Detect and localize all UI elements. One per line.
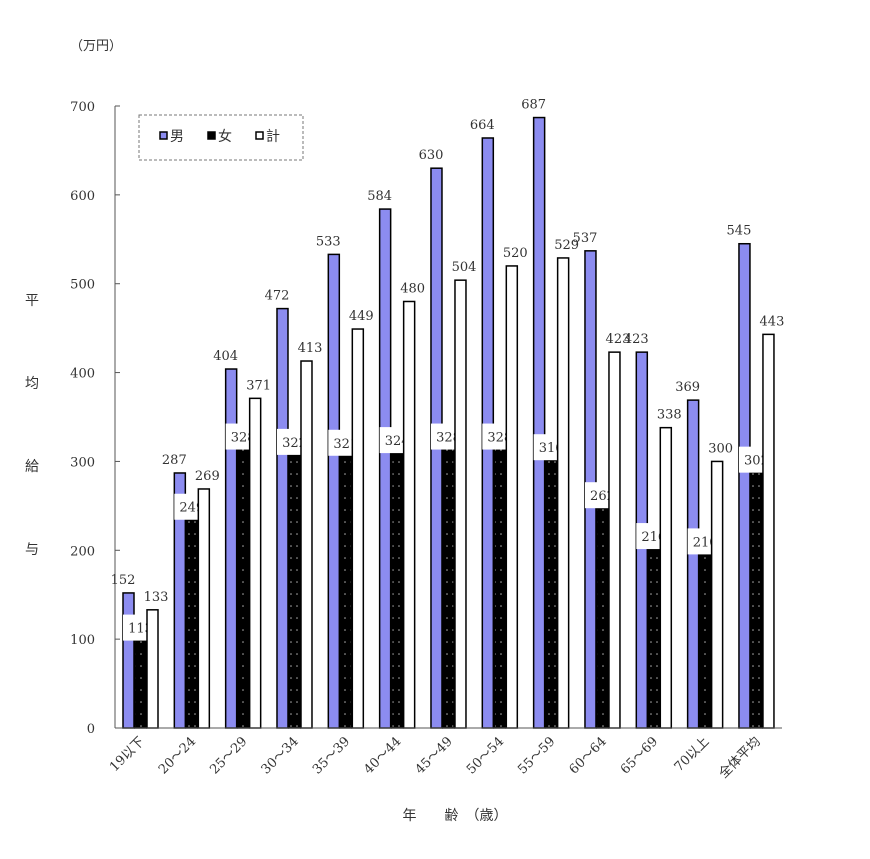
- data-label-male: 369: [675, 380, 700, 395]
- data-label-male: 533: [316, 234, 341, 249]
- y-tick-label: 0: [87, 722, 95, 737]
- x-tick-label: 50～54: [464, 734, 507, 777]
- y-tick-label: 600: [70, 189, 95, 204]
- bar-female: [390, 439, 404, 729]
- data-label-total: 443: [760, 314, 785, 329]
- bar-female: [442, 435, 455, 729]
- bar-female: [236, 435, 250, 729]
- y-axis: 0 100 200 300 400 500 600 700: [70, 100, 120, 737]
- y-tick-label: 500: [70, 278, 95, 293]
- bar-male: [686, 399, 700, 729]
- data-label-total: 269: [195, 469, 220, 484]
- legend-label: 計: [266, 129, 280, 145]
- legend-swatch: [207, 131, 216, 140]
- x-tick-label: 25～29: [207, 734, 250, 777]
- x-tick-label: 40～44: [361, 734, 404, 777]
- bar-total: [197, 488, 211, 729]
- x-tick-label: 30～34: [259, 734, 302, 777]
- x-tick-label: 45～49: [413, 734, 456, 777]
- data-label-total: 413: [298, 341, 323, 356]
- bar-total: [300, 360, 313, 729]
- y-axis-label-char: 給: [25, 459, 39, 475]
- data-label-male: 472: [265, 289, 290, 304]
- y-axis-label-char: 与: [25, 542, 39, 558]
- unit-label: （万円）: [70, 39, 122, 54]
- data-label-total: 371: [246, 378, 271, 393]
- data-label-male: 584: [367, 189, 392, 204]
- data-label-male: 545: [727, 224, 752, 239]
- legend-swatch: [159, 131, 168, 140]
- bar-female: [339, 442, 353, 729]
- bar-total: [659, 426, 673, 729]
- data-label-male: 687: [521, 98, 546, 113]
- data-label-male: 152: [111, 573, 136, 588]
- y-tick-label: 400: [70, 367, 95, 382]
- data-label-male: 287: [162, 453, 187, 468]
- bar-female: [288, 441, 301, 729]
- y-tick-label: 100: [70, 633, 95, 648]
- x-tick-label: 19以下: [107, 734, 148, 775]
- bar-total: [248, 397, 262, 729]
- data-label-male: 537: [573, 231, 598, 246]
- x-axis-label: 年 齢 （歳）: [403, 808, 508, 824]
- x-tick-label: 55～59: [515, 734, 558, 777]
- y-axis-label-char: 平: [25, 293, 39, 309]
- bar-female: [493, 435, 507, 729]
- data-label-total: 423: [606, 332, 631, 347]
- bar-male: [738, 242, 751, 729]
- x-axis: 19以下 20～24 25～29 30～34 35～39 40～44 45～49 50～54 5…: [107, 727, 782, 782]
- bar-female: [647, 535, 661, 729]
- data-label-total: 520: [503, 246, 528, 261]
- data-label-male: 423: [624, 332, 649, 347]
- legend-swatch: [255, 131, 264, 140]
- legend: 男女計: [138, 114, 304, 161]
- x-tick-label: 20～24: [156, 734, 199, 777]
- bar-male: [122, 592, 135, 729]
- data-label-total: 300: [708, 441, 733, 456]
- data-label-male: 630: [419, 148, 444, 163]
- data-label-total: 133: [144, 590, 169, 605]
- data-label-total: 449: [349, 309, 374, 324]
- x-tick-label: 35～39: [310, 734, 353, 777]
- bar-female: [544, 446, 558, 729]
- bar-female: [185, 505, 199, 729]
- bar-female: [596, 494, 609, 729]
- bar-total: [402, 300, 416, 729]
- y-axis-label-char: 均: [25, 376, 39, 392]
- bar-total: [556, 257, 570, 729]
- legend-label: 男: [170, 129, 184, 145]
- bar-female: [134, 626, 147, 729]
- legend-label: 女: [218, 128, 232, 145]
- data-label-total: 504: [452, 260, 477, 275]
- data-label-male: 664: [470, 118, 495, 133]
- bar-male: [224, 368, 238, 729]
- data-label-male: 404: [213, 349, 238, 364]
- bar-male: [532, 116, 546, 729]
- y-tick-label: 300: [70, 455, 95, 470]
- x-tick-label: 65～69: [618, 734, 661, 777]
- bar-female: [698, 540, 712, 729]
- y-tick-label: 700: [70, 100, 95, 115]
- bar-male: [378, 208, 392, 729]
- bars: 1521131332872492694043283714723224135333…: [111, 98, 785, 729]
- bar-total: [505, 265, 519, 729]
- bar-total: [351, 328, 365, 729]
- bar-male: [327, 253, 341, 729]
- x-tick-label: 70以上: [672, 734, 713, 775]
- bar-female: [750, 458, 763, 729]
- bar-total: [762, 333, 775, 729]
- bar-male: [276, 307, 289, 729]
- bar-total: [608, 351, 621, 729]
- bar-total: [454, 279, 467, 729]
- data-label-total: 480: [400, 281, 425, 296]
- data-label-total: 338: [657, 408, 682, 423]
- x-tick-label: 全体平均: [716, 734, 764, 782]
- y-tick-label: 200: [70, 544, 95, 559]
- data-label-total: 529: [554, 238, 579, 253]
- bar-total: [146, 609, 159, 729]
- bar-total: [710, 460, 724, 729]
- x-tick-label: 60～64: [567, 734, 610, 777]
